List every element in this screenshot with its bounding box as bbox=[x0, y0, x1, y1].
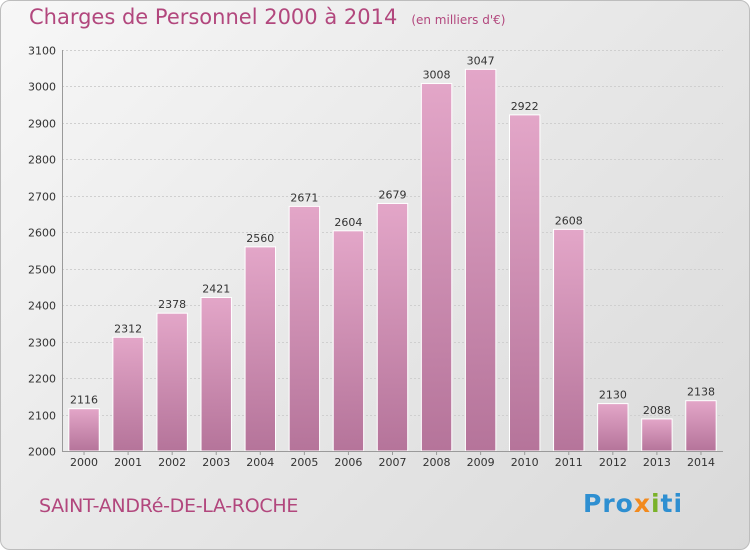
data-label: 2922 bbox=[511, 100, 539, 113]
logo-part-4: ti bbox=[660, 489, 684, 518]
y-tick-label: 2400 bbox=[28, 300, 56, 313]
y-tick-label: 2200 bbox=[28, 373, 56, 386]
y-tick-label: 3100 bbox=[28, 45, 56, 58]
x-tick-label: 2002 bbox=[158, 456, 186, 469]
x-tick-label: 2012 bbox=[599, 456, 627, 469]
bar bbox=[112, 336, 144, 452]
bar bbox=[464, 68, 497, 452]
y-tick-label: 2100 bbox=[28, 410, 56, 423]
axes: 2000 2100 2200 2300 2400 2500 2600 2700 2800 2900… bbox=[28, 45, 723, 469]
data-label: 2560 bbox=[246, 232, 274, 245]
x-tick-label: 2003 bbox=[202, 456, 230, 469]
chart-title-text: Charges de Personnel 2000 à 2014 bbox=[29, 5, 398, 29]
data-label: 2421 bbox=[202, 283, 230, 296]
x-tick-label: 2000 bbox=[70, 456, 98, 469]
bar bbox=[376, 202, 409, 452]
x-tick-label: 2011 bbox=[555, 456, 583, 469]
x-tick-label: 2013 bbox=[643, 456, 671, 469]
bar bbox=[332, 230, 365, 452]
bar bbox=[685, 400, 717, 452]
x-tick-label: 2010 bbox=[511, 456, 539, 469]
data-label: 2130 bbox=[599, 389, 627, 402]
bar bbox=[553, 228, 585, 452]
bar bbox=[68, 408, 100, 452]
x-tick-label: 2001 bbox=[114, 456, 142, 469]
bar bbox=[597, 403, 629, 452]
y-tick-label: 2700 bbox=[28, 191, 56, 204]
x-tick-label: 2005 bbox=[290, 456, 318, 469]
x-tick-label: 2008 bbox=[423, 456, 451, 469]
data-label: 3008 bbox=[423, 69, 451, 82]
y-tick-label: 3000 bbox=[28, 81, 56, 94]
y-tick-label: 2500 bbox=[28, 264, 56, 277]
commune-name: SAINT-ANDRé-DE-LA-ROCHE bbox=[39, 495, 299, 517]
proxiti-logo: Proxiti bbox=[583, 489, 683, 518]
y-tick-label: 2800 bbox=[28, 154, 56, 167]
data-label: 2608 bbox=[555, 214, 583, 227]
bar bbox=[288, 205, 321, 452]
bar bbox=[156, 312, 188, 452]
x-tick-label: 2004 bbox=[246, 456, 274, 469]
bar bbox=[420, 83, 453, 452]
data-label: 2604 bbox=[334, 216, 362, 229]
data-label: 2312 bbox=[114, 322, 142, 335]
data-label: 2679 bbox=[379, 188, 407, 201]
bar bbox=[244, 246, 277, 452]
x-tick-label: 2009 bbox=[467, 456, 495, 469]
chart-subtitle: (en milliers d'€) bbox=[411, 13, 506, 27]
y-tick-label: 2900 bbox=[28, 118, 56, 131]
data-label: 2378 bbox=[158, 298, 186, 311]
y-tick-label: 2600 bbox=[28, 227, 56, 240]
x-tick-label: 2007 bbox=[379, 456, 407, 469]
x-tick-label: 2006 bbox=[334, 456, 362, 469]
chart-title: Charges de Personnel 2000 à 2014 (en mill… bbox=[29, 5, 505, 29]
bar bbox=[508, 114, 541, 452]
bars: 2116 2312 2378 2421 2560 2671 2604 2679 3008 3047… bbox=[68, 54, 717, 452]
data-label: 2138 bbox=[687, 386, 715, 399]
y-tick-label: 2300 bbox=[28, 337, 56, 350]
data-label: 2671 bbox=[290, 191, 318, 204]
logo-part-3: i bbox=[650, 489, 661, 518]
y-tick-label: 2000 bbox=[28, 446, 56, 459]
bar bbox=[641, 418, 673, 452]
x-tick-label: 2014 bbox=[687, 456, 715, 469]
data-label: 2088 bbox=[643, 404, 671, 417]
data-label: 3047 bbox=[467, 54, 495, 67]
data-label: 2116 bbox=[70, 394, 98, 407]
logo-part-1: Pro bbox=[583, 489, 634, 518]
logo-part-2: x bbox=[633, 489, 651, 518]
bar bbox=[200, 297, 232, 452]
